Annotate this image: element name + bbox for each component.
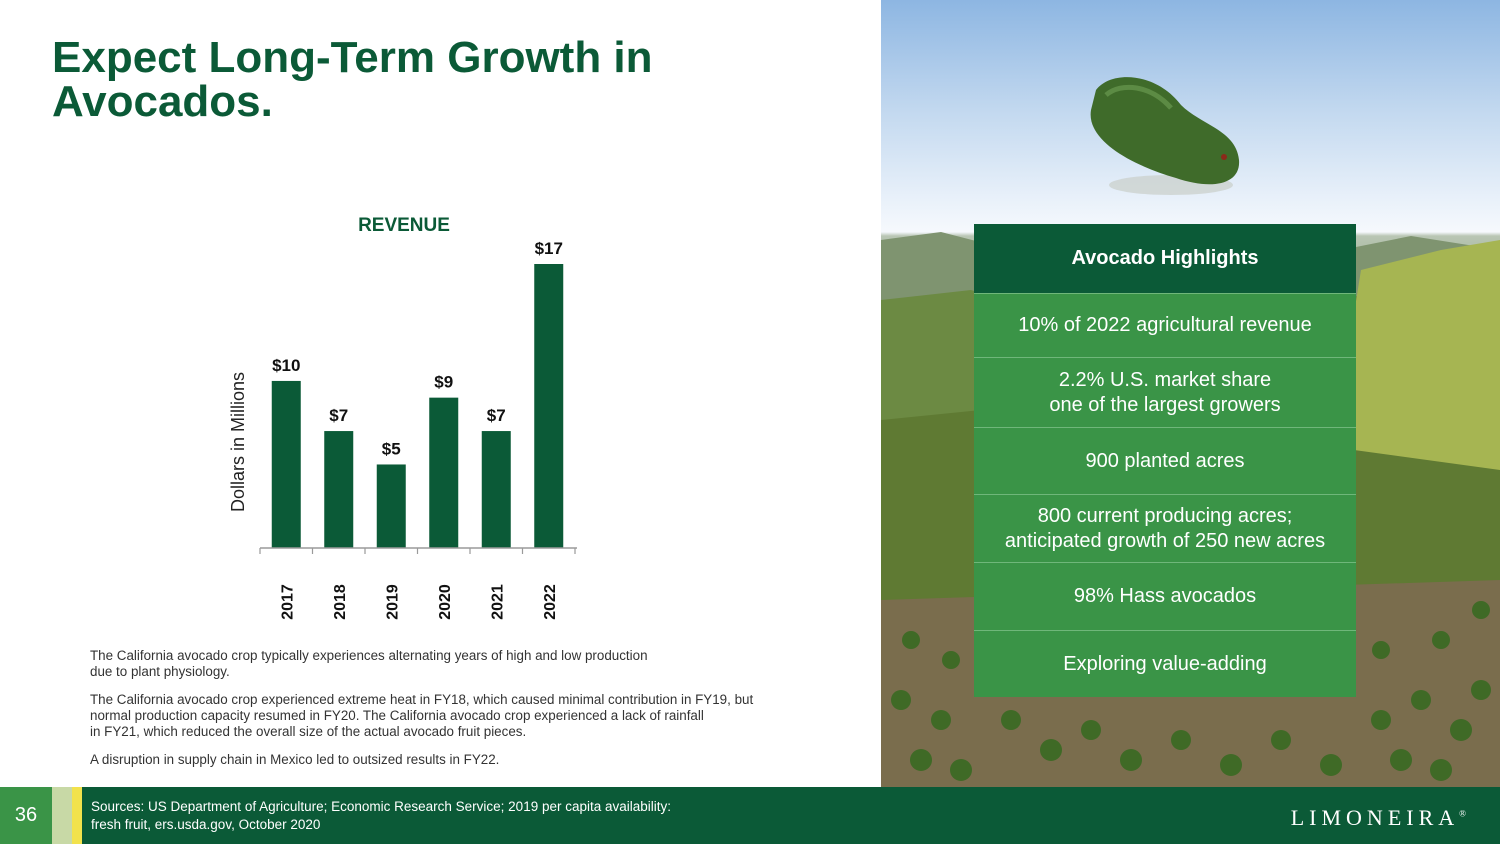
bar-2020 bbox=[429, 397, 459, 548]
x-tick-label-2017: 2017 bbox=[279, 584, 296, 620]
bar-2022 bbox=[534, 264, 564, 548]
data-label-2022: $17 bbox=[535, 239, 563, 258]
highlight-line: 10% of 2022 agricultural revenue bbox=[1018, 314, 1312, 336]
bar-2018 bbox=[324, 431, 354, 548]
highlight-item: 900 planted acres bbox=[974, 427, 1356, 494]
highlight-line: Exploring value-adding bbox=[1063, 652, 1267, 675]
highlight-line: 800 current producing acres; bbox=[1037, 504, 1293, 527]
data-label-2020: $9 bbox=[434, 373, 453, 392]
page-number: 36 bbox=[0, 787, 52, 844]
footer-stripe-yellow bbox=[72, 787, 82, 844]
bar-2017 bbox=[271, 380, 301, 548]
avocado-highlights-title: Avocado Highlights bbox=[974, 224, 1356, 293]
x-tick-label-2021: 2021 bbox=[489, 584, 506, 620]
highlight-item: 10% of 2022 agricultural revenue bbox=[974, 293, 1356, 357]
bar-2021 bbox=[481, 431, 511, 548]
highlight-line: 2.2% U.S. market share bbox=[1058, 368, 1272, 391]
x-tick-label-2020: 2020 bbox=[437, 584, 454, 620]
data-label-2017: $10 bbox=[272, 356, 300, 375]
slide-title: Expect Long-Term Growth in Avocados. bbox=[52, 36, 812, 124]
limoneira-logo: LIMONEIRA® bbox=[1291, 805, 1466, 831]
data-label-2021: $7 bbox=[487, 406, 506, 425]
footer-bar: 36 Sources: US Department of Agriculture… bbox=[0, 787, 1500, 844]
logo-text: LIMONEIRA bbox=[1290, 805, 1460, 830]
highlight-line: one of the largest growers bbox=[1049, 393, 1281, 416]
footer-stripe-light bbox=[52, 787, 72, 844]
x-tick-label-2022: 2022 bbox=[542, 584, 559, 620]
note-paragraph: The California avocado crop typically ex… bbox=[90, 648, 648, 679]
y-axis-label: Dollars in Millions bbox=[228, 372, 248, 512]
x-axis: 2017 2018 2019 2020 2021 2022 bbox=[259, 547, 577, 620]
highlight-item: Exploring value-adding bbox=[974, 630, 1356, 697]
highlight-line: anticipated growth of 250 new acres bbox=[1004, 529, 1326, 552]
x-tick-label-2018: 2018 bbox=[332, 584, 349, 620]
highlight-item: 2.2% U.S. market share one of the larges… bbox=[974, 357, 1356, 427]
note-paragraph: The California avocado crop experienced … bbox=[90, 692, 754, 739]
bars-layer: $10 $7 $5 $9 $7 $17 bbox=[271, 239, 564, 548]
highlight-line: 98% Hass avocados bbox=[1073, 585, 1257, 607]
highlight-item: 98% Hass avocados bbox=[974, 562, 1356, 630]
sources-text: Sources: US Department of Agriculture; E… bbox=[91, 799, 672, 832]
x-tick-label-2019: 2019 bbox=[384, 584, 401, 620]
highlight-line: 900 planted acres bbox=[1085, 449, 1245, 472]
note-paragraph: A disruption in supply chain in Mexico l… bbox=[90, 752, 500, 767]
registered-mark: ® bbox=[1459, 808, 1466, 819]
bar-2019 bbox=[376, 464, 406, 548]
revenue-bar-chart: REVENUE Dollars in Millions $10$7$5$9$7$… bbox=[228, 215, 577, 620]
chart-title: REVENUE bbox=[358, 215, 450, 236]
avocado-highlights-panel: Avocado Highlights 10% of 2022 agricultu… bbox=[974, 224, 1356, 697]
slide-title-line-2: Avocados. bbox=[52, 77, 273, 126]
data-label-2018: $7 bbox=[329, 406, 348, 425]
data-label-2019: $5 bbox=[382, 439, 401, 458]
chart-notes: The California avocado crop typically ex… bbox=[90, 648, 810, 780]
slide-title-line-1: Expect Long-Term Growth in bbox=[52, 33, 653, 82]
highlight-item: 800 current producing acres; anticipated… bbox=[974, 494, 1356, 562]
